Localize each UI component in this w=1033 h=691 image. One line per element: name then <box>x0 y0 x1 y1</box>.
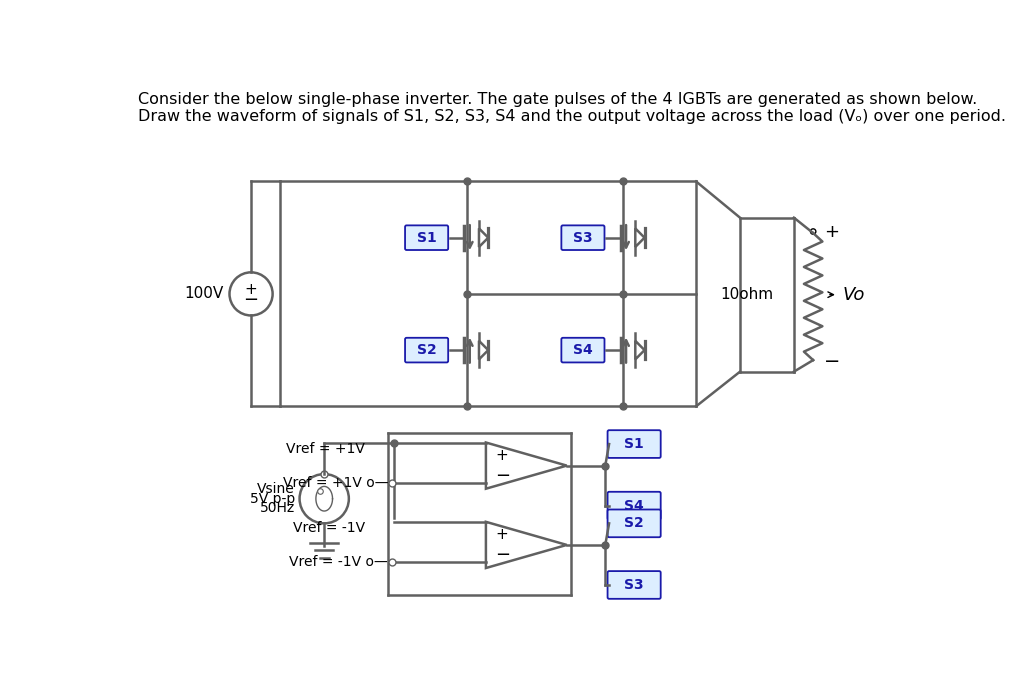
Text: Consider the below single-phase inverter. The gate pulses of the 4 IGBTs are gen: Consider the below single-phase inverter… <box>137 92 977 107</box>
Text: +: + <box>824 223 839 240</box>
FancyBboxPatch shape <box>561 338 604 363</box>
Text: S1: S1 <box>624 437 644 451</box>
Text: 50Hz: 50Hz <box>259 501 295 515</box>
Text: −: − <box>244 291 258 309</box>
Text: −: − <box>824 352 840 371</box>
FancyBboxPatch shape <box>607 430 661 458</box>
Text: Vref = -1V o—: Vref = -1V o— <box>289 555 388 569</box>
Text: S4: S4 <box>573 343 593 357</box>
Text: +: + <box>245 282 257 296</box>
FancyBboxPatch shape <box>607 509 661 537</box>
Text: Vref = +1V: Vref = +1V <box>286 442 365 455</box>
Text: S3: S3 <box>624 578 644 592</box>
Text: S2: S2 <box>416 343 437 357</box>
Text: 10ohm: 10ohm <box>720 287 773 302</box>
FancyBboxPatch shape <box>405 225 448 250</box>
FancyBboxPatch shape <box>607 571 661 599</box>
Text: −: − <box>495 546 510 564</box>
FancyBboxPatch shape <box>561 225 604 250</box>
Text: Vref = -1V: Vref = -1V <box>293 521 365 535</box>
Text: Draw the waveform of signals of S1, S2, S3, S4 and the output voltage across the: Draw the waveform of signals of S1, S2, … <box>137 109 1006 124</box>
Text: 5V p-p: 5V p-p <box>250 492 295 506</box>
Text: 100V: 100V <box>184 286 223 301</box>
Text: Vref = +1V o—: Vref = +1V o— <box>283 475 388 489</box>
Text: Vsine: Vsine <box>257 482 295 496</box>
Text: S2: S2 <box>624 516 644 531</box>
Text: S1: S1 <box>416 231 437 245</box>
Text: −: − <box>495 467 510 485</box>
Text: S3: S3 <box>573 231 593 245</box>
Text: +: + <box>495 448 508 463</box>
FancyBboxPatch shape <box>405 338 448 363</box>
Text: Vo: Vo <box>843 285 865 303</box>
Text: +: + <box>495 527 508 542</box>
Text: S4: S4 <box>624 499 644 513</box>
FancyBboxPatch shape <box>607 492 661 520</box>
